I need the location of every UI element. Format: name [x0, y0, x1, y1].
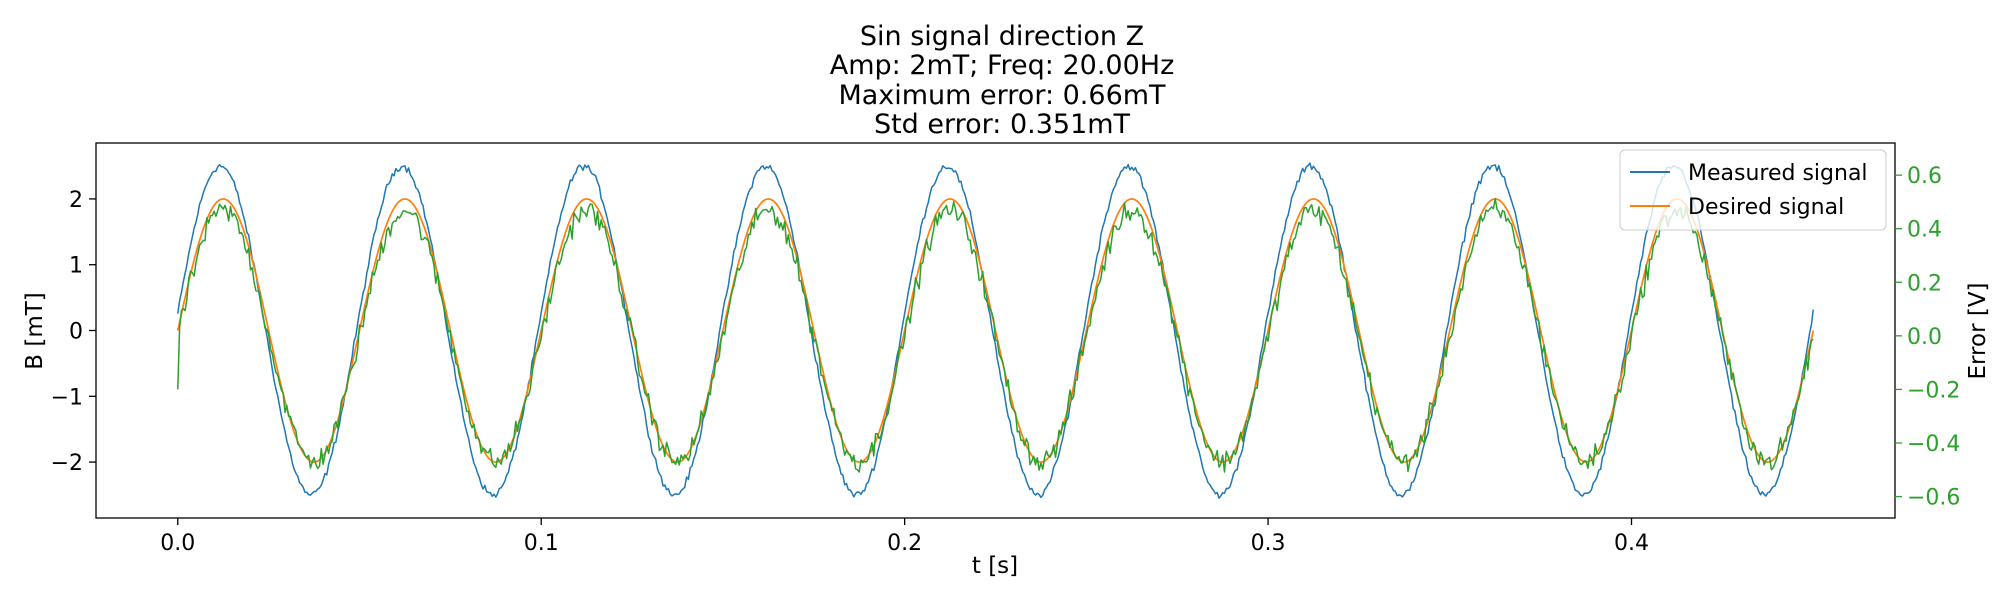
- y-axis-right: −0.6 −0.4 −0.2 0.0 0.2 0.4 0.6: [1895, 164, 1960, 511]
- x-tick-label: 0.0: [160, 531, 195, 556]
- x-axis: 0.0 0.1 0.2 0.3 0.4: [160, 518, 1649, 556]
- y2-axis-label: Error [V]: [1965, 282, 1991, 379]
- y2-tick-label: 0.2: [1907, 271, 1942, 296]
- x-tick-label: 0.4: [1614, 531, 1649, 556]
- x-axis-label: t [s]: [972, 553, 1018, 579]
- legend-label-desired: Desired signal: [1688, 195, 1844, 220]
- y-axis-left: −2 −1 0 1 2: [51, 188, 96, 476]
- y-tick-label: −2: [51, 451, 83, 476]
- y-tick-label: 0: [69, 320, 83, 345]
- x-tick-label: 0.2: [887, 531, 922, 556]
- x-tick-label: 0.3: [1251, 531, 1286, 556]
- y2-tick-label: −0.6: [1907, 486, 1960, 511]
- y-tick-label: −1: [51, 385, 83, 410]
- plot-lines: [176, 162, 1815, 499]
- y-tick-label: 1: [69, 254, 83, 279]
- chart-title: Sin signal direction Z Amp: 2mT; Freq: 2…: [830, 21, 1175, 140]
- y-axis-label: B [mT]: [22, 292, 48, 370]
- y-tick-label: 2: [69, 188, 83, 213]
- legend-box: [1619, 149, 1887, 231]
- series-line-error: [177, 197, 1814, 473]
- y2-tick-label: −0.4: [1907, 432, 1960, 457]
- legend-label-measured: Measured signal: [1688, 161, 1868, 186]
- title-line-4: Std error: 0.351mT: [874, 109, 1131, 140]
- y2-tick-label: −0.2: [1907, 378, 1960, 403]
- y2-tick-label: 0.0: [1907, 325, 1942, 350]
- y2-tick-label: 0.4: [1907, 218, 1942, 243]
- y2-tick-label: 0.6: [1907, 164, 1942, 189]
- title-line-3: Maximum error: 0.66mT: [838, 80, 1166, 111]
- title-line-1: Sin signal direction Z: [860, 21, 1144, 52]
- title-line-2: Amp: 2mT; Freq: 20.00Hz: [830, 50, 1175, 81]
- x-tick-label: 0.1: [524, 531, 559, 556]
- legend: Measured signal Desired signal: [1619, 149, 1887, 231]
